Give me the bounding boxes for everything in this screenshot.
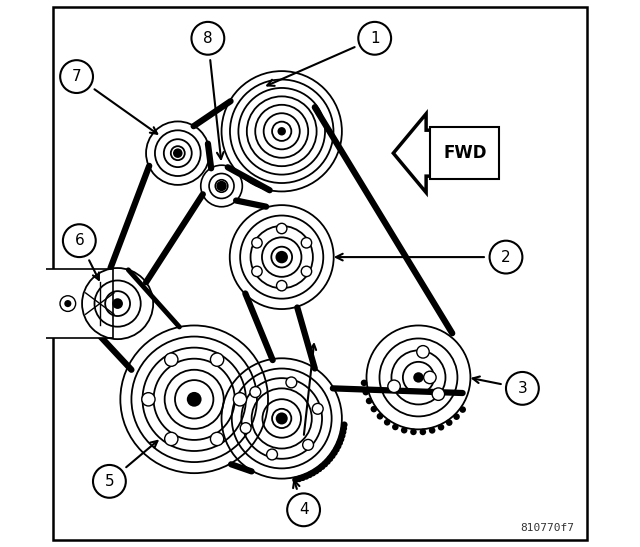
Circle shape [63,224,96,257]
Circle shape [211,353,224,366]
Circle shape [60,60,93,93]
Circle shape [216,181,227,191]
Circle shape [296,476,302,482]
Circle shape [460,406,466,413]
Circle shape [490,241,522,274]
Circle shape [267,449,278,460]
Circle shape [429,427,435,434]
Circle shape [276,281,287,291]
Text: 4: 4 [299,502,308,517]
Circle shape [252,237,262,248]
Circle shape [322,461,328,468]
Circle shape [413,372,424,383]
Text: 6: 6 [74,233,84,248]
Circle shape [303,439,314,450]
Circle shape [275,251,288,263]
Circle shape [410,429,417,435]
Circle shape [331,450,338,456]
Circle shape [307,472,313,478]
Text: 8: 8 [203,31,212,46]
Circle shape [292,476,299,483]
Circle shape [312,403,323,414]
Circle shape [337,440,343,446]
Text: 1: 1 [370,31,380,46]
Circle shape [173,148,182,158]
Circle shape [310,470,316,476]
Circle shape [142,393,155,406]
Circle shape [371,406,377,412]
Circle shape [324,458,331,465]
Circle shape [438,424,444,430]
Text: 7: 7 [72,69,81,84]
Circle shape [377,413,383,420]
Circle shape [358,22,391,55]
Circle shape [417,346,429,358]
Circle shape [286,377,297,388]
Circle shape [301,266,312,277]
Circle shape [234,393,246,406]
Circle shape [453,414,460,420]
Circle shape [316,465,323,472]
Circle shape [338,436,344,443]
Circle shape [340,429,346,435]
Text: FWD: FWD [444,144,486,162]
Circle shape [340,425,347,432]
Circle shape [211,432,224,446]
Circle shape [329,452,335,459]
Circle shape [278,127,286,136]
Circle shape [252,266,262,277]
Circle shape [388,380,400,393]
Text: 3: 3 [518,381,527,396]
Circle shape [362,389,369,395]
Circle shape [276,412,288,424]
Circle shape [333,446,340,453]
FancyBboxPatch shape [53,7,587,540]
FancyBboxPatch shape [36,269,113,338]
Text: 5: 5 [104,474,114,489]
Circle shape [384,419,390,426]
Circle shape [287,493,320,526]
Circle shape [301,237,312,248]
FancyBboxPatch shape [429,127,499,179]
Circle shape [366,398,372,404]
Text: 810770f7: 810770f7 [520,523,574,533]
Circle shape [335,443,341,450]
Circle shape [361,380,367,386]
Circle shape [319,463,325,470]
Circle shape [506,372,539,405]
Circle shape [432,388,445,400]
Circle shape [250,387,260,398]
Circle shape [424,371,436,383]
Circle shape [339,433,346,439]
Circle shape [93,465,126,498]
Circle shape [164,432,178,446]
Circle shape [327,456,333,462]
Circle shape [112,298,123,309]
Circle shape [401,427,408,434]
Circle shape [300,474,306,481]
Circle shape [341,421,348,428]
Circle shape [392,424,399,430]
Circle shape [164,353,178,366]
Circle shape [446,420,452,426]
Circle shape [313,468,319,474]
Circle shape [276,223,287,234]
Circle shape [191,22,224,55]
Circle shape [64,300,72,307]
Text: 2: 2 [501,249,511,265]
Circle shape [240,423,251,434]
Circle shape [303,473,310,480]
Circle shape [187,392,202,407]
Circle shape [420,429,426,435]
